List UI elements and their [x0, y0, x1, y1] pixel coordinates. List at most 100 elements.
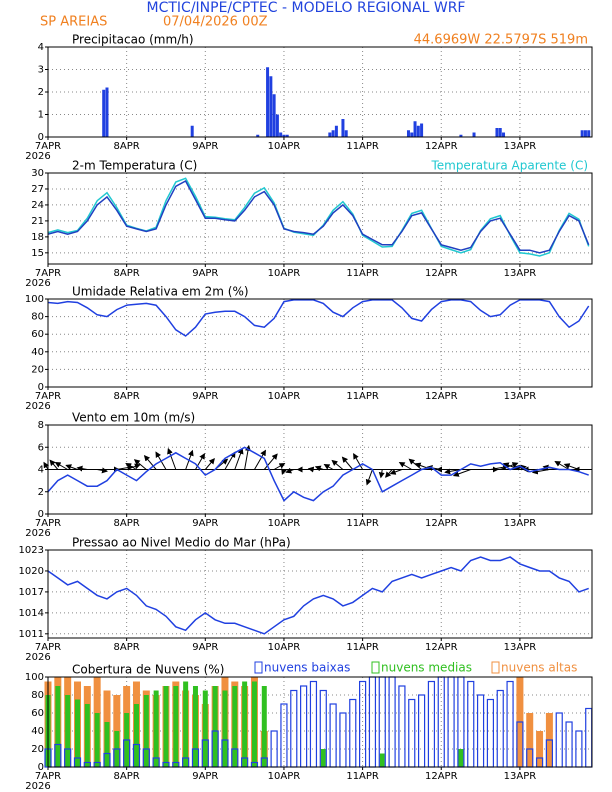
y-tick-label: 27: [31, 184, 44, 195]
panel-title: Vento em 10m (m/s): [72, 411, 195, 425]
y-tick-label: 80: [31, 690, 44, 701]
y-tick-label: 6: [38, 442, 44, 453]
wind-arrow: [365, 469, 373, 486]
wind-arrow: [65, 464, 78, 470]
wind-arrow: [43, 461, 50, 470]
cloud-bar: [309, 680, 318, 768]
bar: [502, 132, 506, 137]
bar: [413, 121, 417, 137]
x-tick-label: 11APR: [346, 141, 379, 152]
cloud-bar: [261, 686, 267, 767]
x-tick-label: 9APR: [192, 771, 218, 782]
x-tick-label: 7APR: [35, 518, 61, 529]
cloud-bar: [192, 686, 198, 767]
x-tick-label: 7APR: [35, 771, 61, 782]
y-tick-label: 24: [31, 200, 44, 211]
cloud-bar: [242, 681, 248, 767]
x-tick-label: 13APR: [504, 771, 537, 782]
y-tick-label: 100: [25, 294, 44, 305]
x-tick-label: 11APR: [346, 771, 379, 782]
bar: [269, 76, 273, 137]
cloud-bar: [55, 686, 61, 767]
cloud-bar: [359, 680, 367, 768]
cloud-bar: [232, 686, 238, 767]
y-tick-label: 0: [38, 509, 44, 520]
cloud-bar: [496, 689, 504, 768]
bar: [279, 132, 283, 137]
x-tick-label: 8APR: [114, 771, 140, 782]
x-tick-label: 10APR: [268, 771, 301, 782]
y-tick-label: 0: [38, 382, 44, 393]
x-tick-label: 11APR: [346, 518, 379, 529]
y-tick-label: 1017: [19, 587, 44, 598]
y-tick-label: 80: [31, 312, 44, 323]
bar: [105, 87, 109, 137]
y-tick-label: 2: [38, 487, 44, 498]
x-tick-label: 10APR: [268, 518, 301, 529]
y-tick-label: 60: [31, 708, 44, 719]
wind-arrow: [234, 447, 244, 470]
cloud-bar: [427, 680, 436, 768]
wind-arrow: [389, 469, 403, 475]
cloud-bar: [320, 749, 326, 767]
panel-title: Umidade Relativa em 2m (%): [72, 285, 249, 299]
panel-title: Precipitacao (mm/h): [72, 33, 194, 47]
plot-frame: [47, 46, 593, 138]
wind-arrow: [273, 462, 286, 470]
cloud-bar: [349, 698, 357, 768]
plot-frame: [47, 298, 593, 388]
x-tick-label: 7APR: [35, 141, 61, 152]
cloud-bar: [222, 690, 228, 767]
x-tick-label: 9APR: [192, 642, 218, 653]
cloud-bar: [398, 685, 406, 768]
y-tick-label: 1023: [19, 545, 44, 556]
cloud-bar: [585, 707, 593, 768]
y-tick-label: 2: [38, 87, 44, 98]
y-tick-label: 20: [31, 744, 44, 755]
bar: [266, 67, 270, 137]
line: [47, 556, 589, 635]
x-tick-label: 12APR: [425, 518, 458, 529]
x-tick-label: 10APR: [268, 391, 301, 402]
cloud-bar: [251, 681, 257, 767]
wind-arrow: [323, 463, 334, 470]
x-tick-label: 11APR: [346, 391, 379, 402]
bar: [272, 94, 276, 137]
year-label: 2026: [25, 528, 50, 539]
y-tick-label: 4: [38, 42, 44, 53]
x-tick-label: 12APR: [425, 771, 458, 782]
legend-swatch: [371, 661, 380, 674]
bar: [331, 130, 335, 137]
x-tick-label: 10APR: [268, 141, 301, 152]
wind-arrow: [331, 459, 344, 470]
x-tick-label: 8APR: [114, 642, 140, 653]
x-tick-label: 7APR: [35, 268, 61, 279]
cloud-bar: [467, 680, 475, 768]
x-tick-label: 8APR: [114, 391, 140, 402]
location: SP AREIAS: [40, 15, 107, 30]
legend-label: nuvens medias: [381, 661, 472, 675]
x-tick-label: 11APR: [346, 642, 379, 653]
cloud-bar: [143, 695, 149, 767]
cloud-bar: [447, 676, 455, 768]
y-tick-label: 8: [38, 420, 44, 431]
bar: [275, 114, 279, 137]
x-tick-label: 11APR: [346, 268, 379, 279]
y-tick-label: 1011: [19, 629, 44, 640]
wind-arrow: [167, 447, 177, 470]
bar: [472, 132, 476, 137]
cloud-bar: [65, 695, 71, 767]
wind-arrow: [314, 465, 324, 472]
bar: [495, 128, 499, 137]
y-tick-label: 0: [38, 132, 44, 143]
wind-arrow: [143, 454, 157, 470]
x-tick-label: 13APR: [504, 141, 537, 152]
cloud-bar: [408, 698, 416, 768]
x-tick-label: 12APR: [425, 141, 458, 152]
y-tick-label: 3: [38, 65, 44, 76]
cloud-bar: [526, 713, 534, 767]
panel-title: 2-m Temperatura (C): [72, 159, 197, 173]
legend-label: nuvens altas: [501, 661, 577, 675]
